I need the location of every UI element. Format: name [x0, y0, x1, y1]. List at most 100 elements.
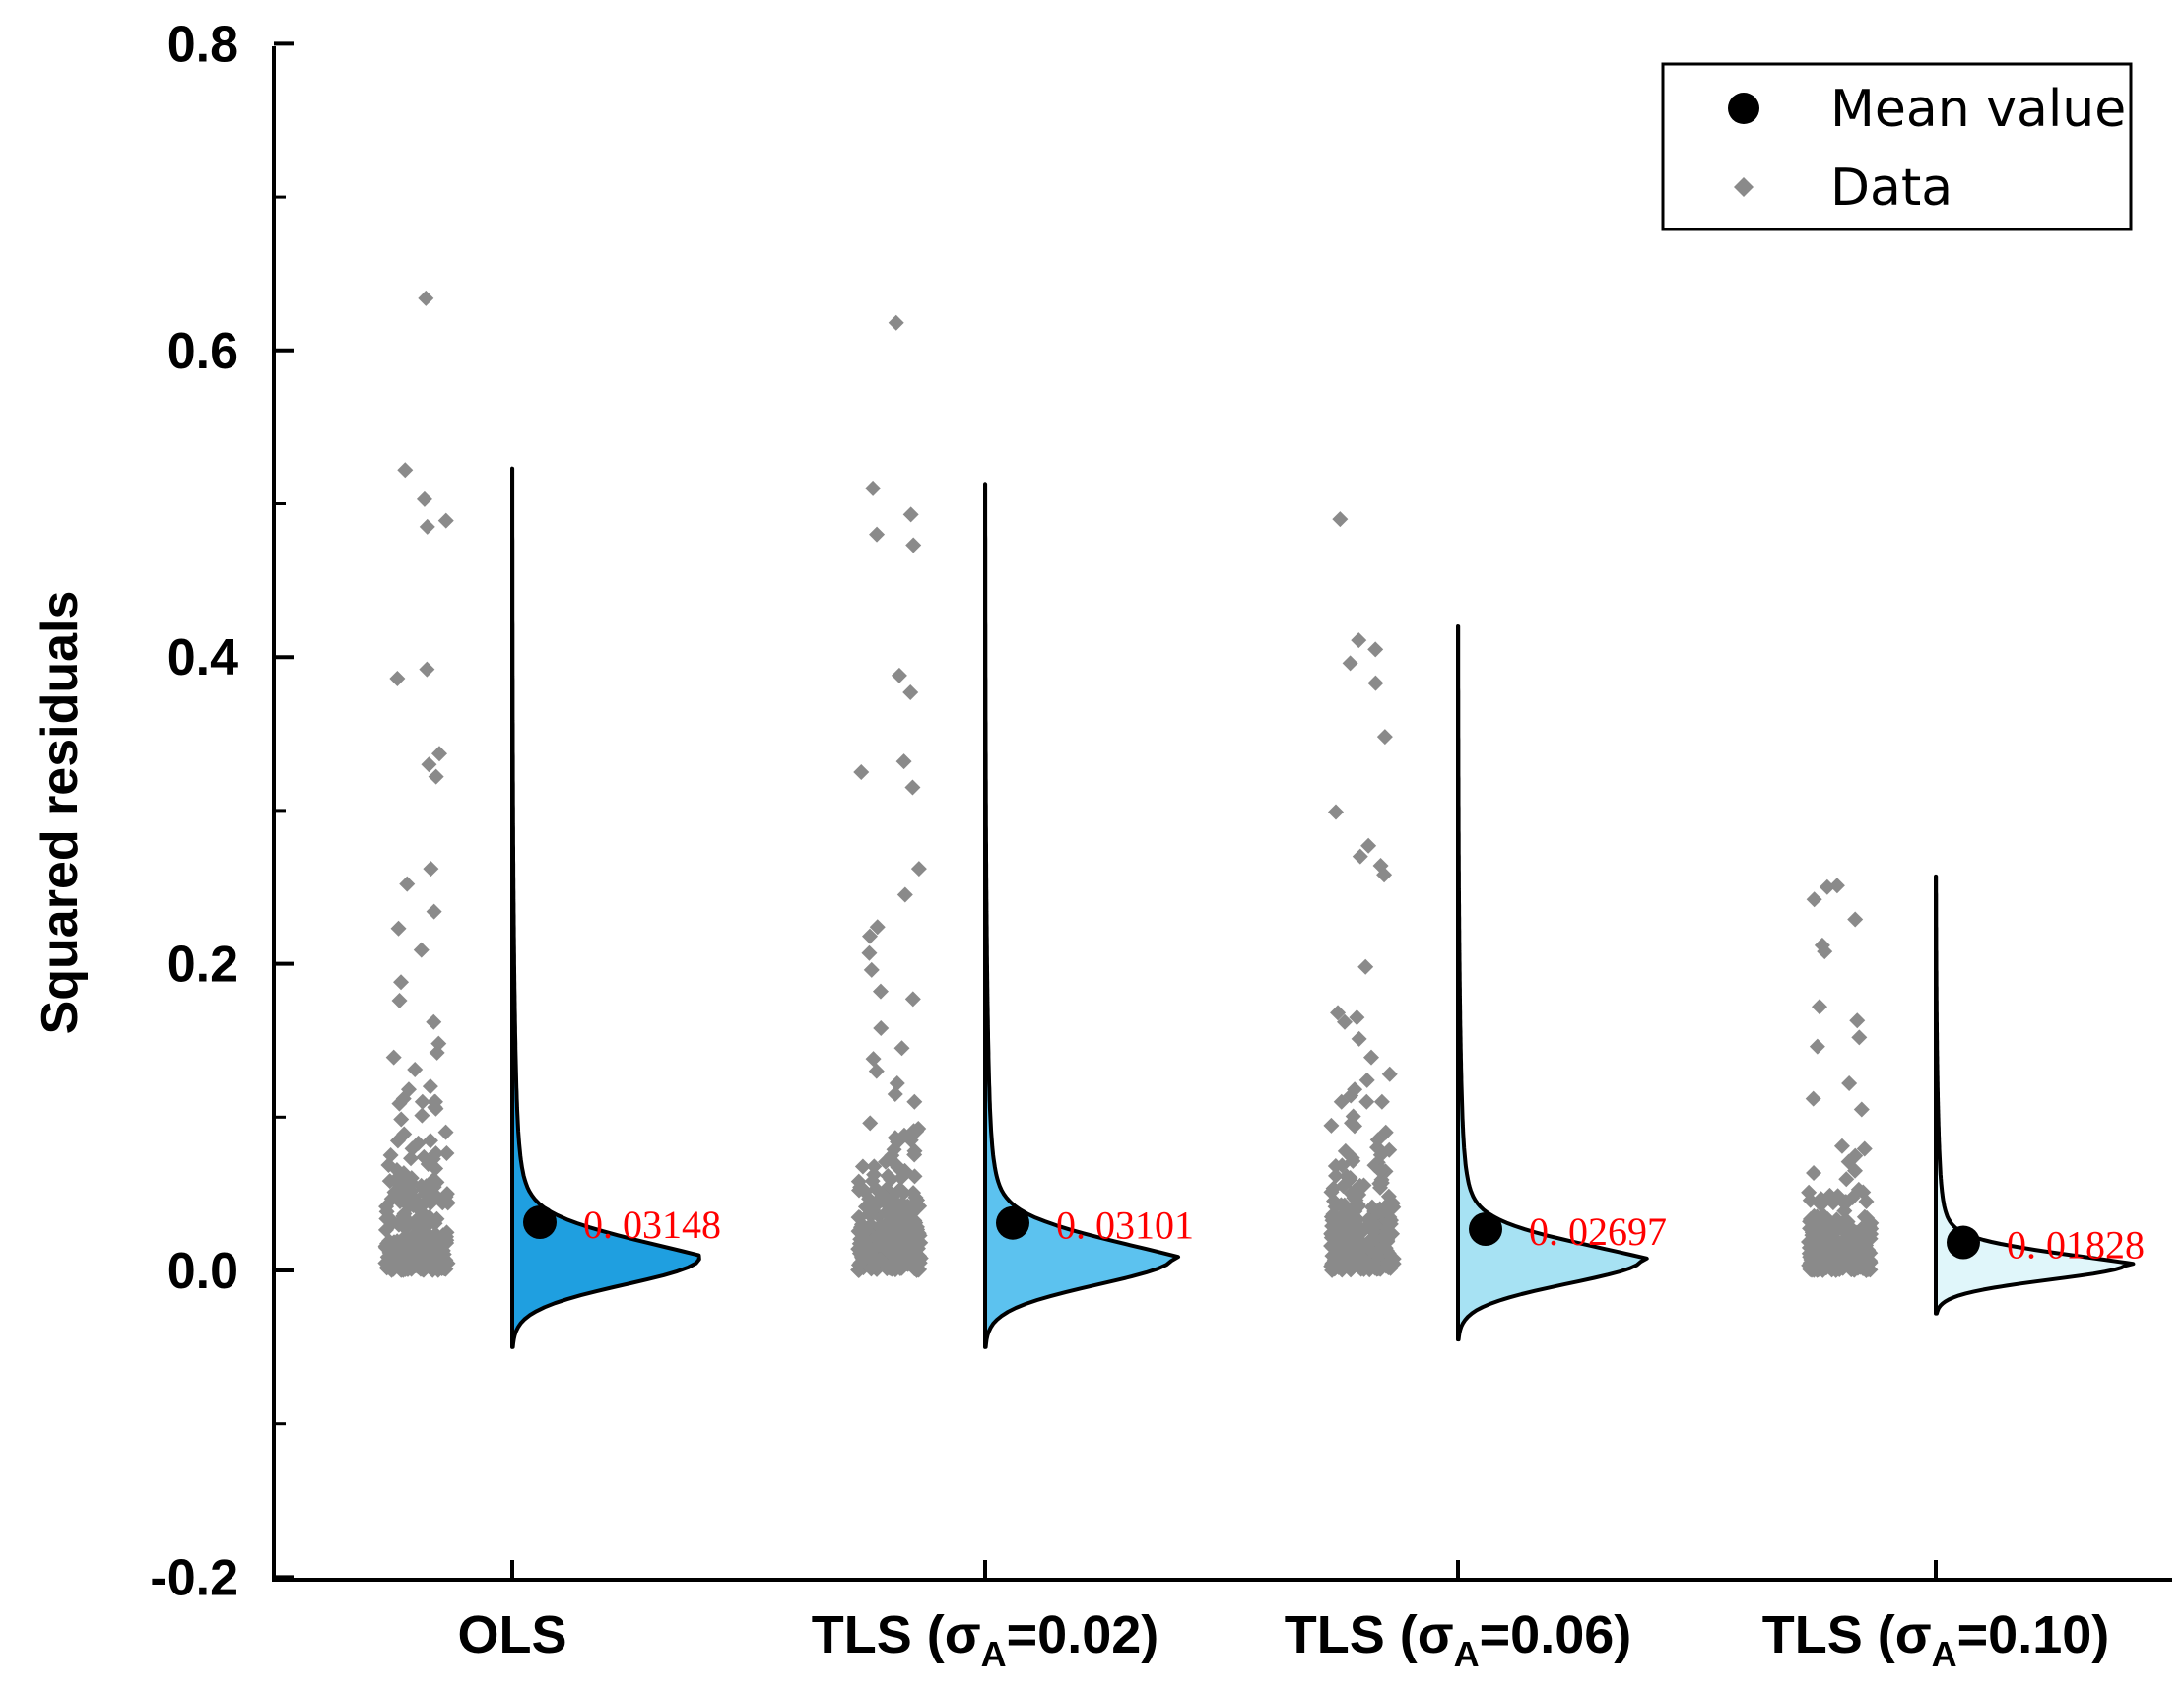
- legend-box: [1661, 62, 2133, 231]
- data-point: [422, 1133, 438, 1149]
- data-point: [1365, 1223, 1382, 1240]
- data-point: [1360, 1255, 1377, 1271]
- data-point: [1822, 1214, 1839, 1231]
- data-point: [1834, 1214, 1851, 1231]
- data-point: [1324, 1248, 1341, 1265]
- data-point: [1371, 1162, 1388, 1179]
- data-point: [1856, 1208, 1873, 1225]
- data-point: [863, 961, 880, 978]
- data-point: [1343, 1115, 1359, 1132]
- data-point: [1360, 837, 1377, 854]
- data-point: [425, 1172, 441, 1189]
- data-point: [1345, 1152, 1361, 1169]
- data-point: [892, 1248, 908, 1265]
- data-point: [390, 920, 407, 937]
- data-point: [1809, 1038, 1825, 1055]
- y-tick-label: 0.8: [167, 16, 238, 73]
- data-point: [383, 1191, 400, 1207]
- data-point: [1372, 1179, 1389, 1196]
- density-cloud: [510, 466, 701, 1349]
- data-point: [892, 1220, 908, 1237]
- data-point: [405, 1198, 422, 1214]
- data-point: [902, 506, 919, 523]
- data-point: [428, 768, 444, 785]
- data-point: [893, 1040, 910, 1057]
- data-point: [428, 1226, 444, 1243]
- data-point: [427, 1215, 443, 1232]
- data-point: [1323, 1117, 1340, 1134]
- data-point: [899, 1232, 916, 1249]
- y-tick-label: 0.2: [167, 937, 238, 994]
- data-point: [910, 861, 927, 878]
- data-point: [388, 1251, 405, 1268]
- data-point: [1332, 511, 1349, 528]
- data-point: [1352, 1225, 1368, 1242]
- data-point: [1813, 1191, 1829, 1207]
- y-ticks: -0.2 0.0 0.2 0.4 0.6 0.8: [150, 16, 294, 1606]
- data-point: [1327, 804, 1344, 820]
- data-point: [861, 928, 878, 944]
- mean-marker: [996, 1205, 1029, 1240]
- data-point: [430, 1262, 446, 1278]
- data-point: [419, 518, 435, 535]
- data-point: [397, 462, 414, 479]
- mean-marker: [1947, 1225, 1980, 1260]
- data-point: [1849, 1012, 1866, 1029]
- data-point: [1377, 1124, 1394, 1140]
- data-point: [905, 537, 922, 553]
- data-point: [1349, 1009, 1365, 1026]
- density-cloud: [1934, 874, 2136, 1316]
- data-point: [868, 1181, 885, 1198]
- data-point: [906, 1093, 923, 1110]
- density-cloud: [983, 482, 1180, 1349]
- data-point: [1327, 1158, 1344, 1175]
- mean-value-label: 0. 03148: [583, 1203, 721, 1247]
- legend: Mean value Data: [1661, 62, 2133, 231]
- data-point: [1376, 867, 1393, 883]
- data-point: [1810, 1236, 1826, 1253]
- x-ticks: OLS TLS (σA=0.02) TLS (σA=0.06) TLS (σA=0.1…: [457, 1560, 2109, 1674]
- data-point: [865, 1051, 882, 1068]
- density-cloud: [1456, 624, 1649, 1342]
- x-tick-label: TLS (σA=0.06): [1285, 1605, 1632, 1674]
- data-point: [422, 1078, 438, 1095]
- data-point: [1382, 1212, 1399, 1229]
- data-point: [399, 876, 416, 892]
- data-point: [427, 1099, 443, 1116]
- data-points: [377, 290, 1880, 1278]
- data-point: [1381, 1141, 1398, 1158]
- data-point: [853, 763, 870, 780]
- data-point: [1820, 1227, 1837, 1244]
- data-point: [887, 1085, 903, 1102]
- data-point: [852, 1179, 869, 1196]
- legend-mean-label: Mean value: [1830, 80, 2126, 139]
- y-axis-title: Squared residuals: [32, 591, 89, 1035]
- data-point: [877, 1153, 893, 1170]
- data-point: [1838, 1171, 1855, 1188]
- data-point: [397, 1261, 414, 1277]
- data-point: [1847, 911, 1864, 928]
- x-tick-label: OLS: [457, 1605, 566, 1664]
- data-point: [868, 1063, 885, 1079]
- data-point: [1376, 729, 1393, 746]
- data-point: [414, 1107, 430, 1124]
- data-point: [1330, 1005, 1347, 1021]
- data-point: [434, 1195, 451, 1211]
- axes: -0.2 0.0 0.2 0.4 0.6 0.8 OLS TLS (σA=0.02) TLS …: [150, 16, 2172, 1674]
- data-point: [417, 1185, 433, 1202]
- data-point: [1342, 655, 1358, 672]
- data-point: [1342, 1170, 1358, 1187]
- data-point: [895, 1127, 912, 1143]
- data-point: [437, 1124, 454, 1140]
- data-point: [861, 944, 878, 961]
- mean-value-label: 0. 03101: [1056, 1203, 1194, 1248]
- data-point: [1385, 1256, 1402, 1272]
- data-point: [862, 1115, 879, 1132]
- data-point: [395, 1208, 412, 1225]
- data-point: [418, 290, 434, 306]
- data-point: [425, 1150, 441, 1167]
- data-point: [393, 974, 410, 991]
- legend-data-marker: [1734, 177, 1754, 197]
- data-point: [904, 991, 921, 1008]
- data-point: [385, 1049, 402, 1066]
